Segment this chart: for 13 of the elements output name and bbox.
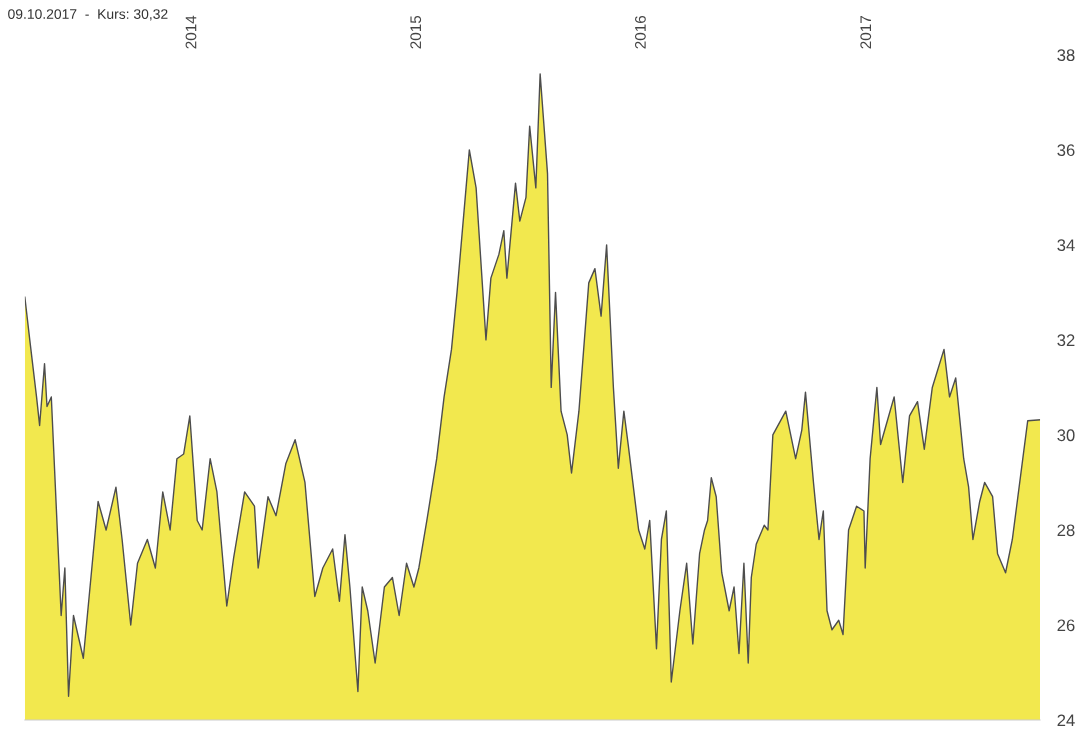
y-tick-label: 28 <box>1057 524 1075 537</box>
y-tick-label: 36 <box>1057 144 1075 157</box>
y-tick-label: 24 <box>1057 714 1075 727</box>
x-tick-label: 2016 <box>635 15 646 49</box>
y-tick-label: 26 <box>1057 619 1075 632</box>
y-tick-label: 30 <box>1057 429 1075 442</box>
y-tick-label: 32 <box>1057 334 1075 347</box>
x-tick-label: 2017 <box>860 16 872 49</box>
chart-title: 09.10.2017 - Kurs: 30,32 <box>8 9 168 21</box>
y-tick-label: 34 <box>1057 239 1075 252</box>
x-tick-label: 2015 <box>410 15 422 49</box>
x-tick-label: 2014 <box>185 15 197 49</box>
y-tick-label: 38 <box>1057 49 1075 62</box>
